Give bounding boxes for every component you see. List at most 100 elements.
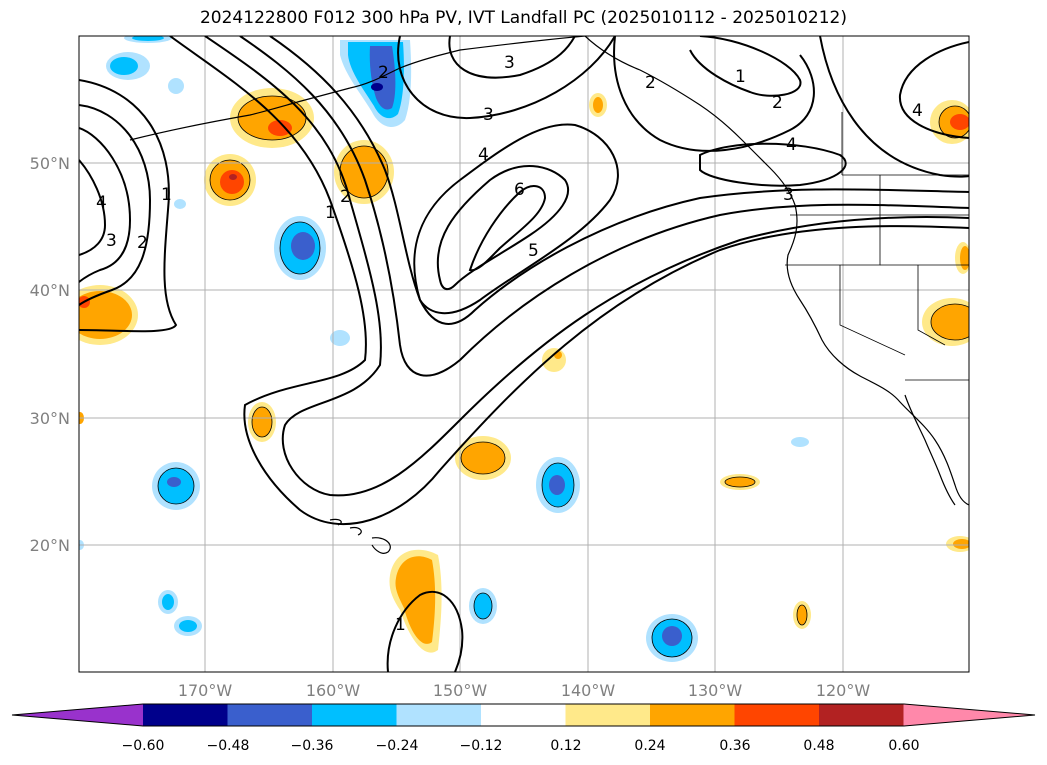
contour-label: 4: [478, 145, 489, 165]
colorbar-tick-label: −0.60: [122, 738, 165, 754]
pv-contour-line: [436, 165, 570, 291]
political-borders: [785, 112, 969, 381]
map-frame: [78, 35, 970, 673]
colorbar-segment: [312, 704, 397, 726]
lon-label: 130°W: [688, 681, 743, 700]
colorbar-segment: [650, 704, 735, 726]
contour-label: 2: [645, 73, 656, 93]
positive-blob: [946, 536, 969, 552]
colorbar-tick-label: 0.48: [803, 738, 834, 754]
contour-label: 3: [106, 231, 117, 251]
blob-outlines: [157, 95, 969, 658]
contour-label: 5: [528, 241, 539, 261]
pv-contours: [79, 36, 969, 672]
colorbar-segment: [143, 704, 228, 726]
contour-label: 2: [340, 187, 351, 207]
pv-contour-line: [269, 36, 969, 325]
colorbar-segment: [227, 704, 313, 726]
contour-label: 1: [735, 67, 746, 87]
colorbar-segments: [12, 704, 1035, 726]
contour-label: 2: [772, 93, 783, 113]
alaska-coast: [349, 36, 586, 89]
colorbar-segment: [481, 704, 566, 726]
colorbar-tick-label: 0.36: [719, 738, 750, 754]
colorbar-segment: [396, 704, 482, 726]
colorbar-extend-low: [12, 704, 143, 726]
pv-contour-line: [79, 159, 107, 256]
contour-label: 1: [161, 185, 172, 205]
contour-label: 4: [912, 101, 923, 121]
colorbar-tick-label: 0.12: [550, 738, 581, 754]
colorbar-tick-label: −0.48: [207, 738, 250, 754]
lon-label: 150°W: [433, 681, 488, 700]
colorbar-outline: [11, 703, 1036, 727]
negative-blob: [646, 614, 698, 662]
contour-label: 3: [783, 185, 794, 205]
pv-contour-line: [699, 142, 847, 187]
lat-label: 40°N: [30, 281, 70, 300]
positive-blob: [389, 549, 442, 653]
lon-label: 160°W: [306, 681, 361, 700]
positive-blob: [922, 298, 969, 346]
colorbar-segment: [565, 704, 651, 726]
positive-blob: [230, 88, 314, 148]
positive-blob: [334, 140, 394, 204]
north-america-coast: [584, 36, 969, 506]
negative-blob: [152, 462, 200, 510]
pv-contour-line: [79, 79, 178, 333]
hawaii-islands: [329, 518, 391, 554]
colorbar-segment: [819, 704, 904, 726]
contour-label: 1: [395, 615, 406, 635]
negative-blob: [536, 457, 580, 513]
negative-blob: [469, 588, 497, 624]
pv-contour-line: [239, 36, 969, 377]
pv-contour-labels: 2 3 3 1 2 4 6 5 2 1 4 3 2 3 1 4 1 2 4: [96, 53, 923, 635]
gridlines: [79, 36, 969, 672]
colorbar-tick-label: 0.60: [888, 738, 919, 754]
negative-blob: [106, 36, 172, 80]
positive-blob: [455, 436, 511, 480]
contour-label: 3: [504, 53, 515, 73]
lon-label: 140°W: [561, 681, 616, 700]
colorbar-tick-label: −0.36: [291, 738, 334, 754]
positive-blob: [204, 154, 256, 206]
latitude-labels: 50°N 40°N 30°N 20°N: [30, 154, 70, 555]
negative-blob: [274, 216, 326, 280]
contour-label: 4: [96, 193, 107, 213]
contour-label: 3: [483, 105, 494, 125]
longitude-labels: 170°W 160°W 150°W 140°W 130°W 120°W: [178, 681, 871, 700]
positive-blob: [955, 242, 969, 274]
lat-label: 30°N: [30, 409, 70, 428]
negative-blob: [158, 590, 202, 636]
contour-label: 6: [514, 180, 525, 200]
pv-contour-line: [204, 36, 969, 497]
contour-label: 4: [786, 135, 797, 155]
pv-contour-line: [386, 590, 464, 672]
pv-contour-line: [397, 36, 616, 120]
positive-blob: [542, 348, 566, 372]
map-title: 2024122800 F012 300 hPa PV, IVT Landfall…: [199, 8, 847, 28]
pv-contour-line: [468, 185, 547, 272]
colorbar-segment: [734, 704, 820, 726]
negative-blob: [79, 78, 809, 550]
colorbar-tick-label: 0.24: [634, 738, 665, 754]
pv-contour-line: [613, 36, 815, 152]
positive-blob: [589, 93, 607, 117]
coastlines: [129, 36, 969, 554]
positive-blob: [720, 474, 760, 490]
pv-contour-line: [413, 123, 619, 315]
pv-contour-line: [448, 36, 576, 79]
colorbar-ticks: −0.60 −0.48 −0.36 −0.24 −0.12 0.12 0.24 …: [122, 738, 920, 754]
negative-blob: [340, 40, 412, 127]
baja-coast: [904, 394, 956, 506]
colorbar-tick-label: −0.12: [460, 738, 503, 754]
pv-contour-line: [898, 41, 969, 139]
lat-label: 20°N: [30, 536, 70, 555]
pv-contour-line: [79, 104, 152, 306]
pv-fill-blobs: [79, 36, 969, 662]
pv-contour-line: [819, 36, 969, 178]
contour-label: 2: [137, 233, 148, 253]
lon-label: 170°W: [178, 681, 233, 700]
lon-label: 120°W: [816, 681, 871, 700]
